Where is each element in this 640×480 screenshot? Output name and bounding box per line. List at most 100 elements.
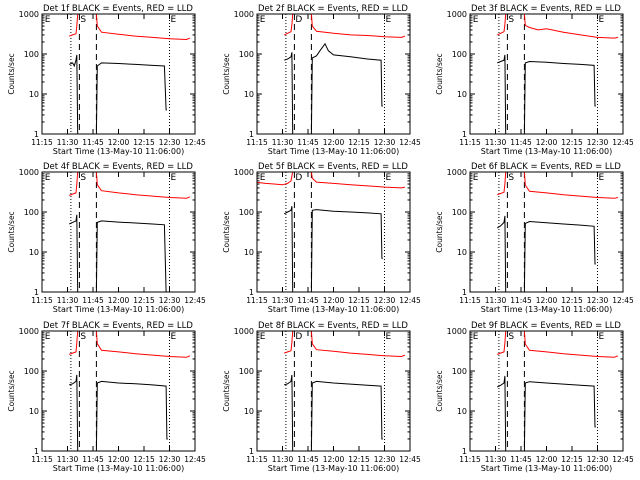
x-tick-label: 11:15 xyxy=(31,296,53,305)
series-events-line xyxy=(496,375,596,452)
series-lld-line xyxy=(284,330,406,358)
panel-title: Det 6f BLACK = Events, RED = LLD xyxy=(471,162,621,172)
x-tick-label: 11:15 xyxy=(246,296,268,305)
x-tick-label: 11:45 xyxy=(510,296,532,305)
x-tick-label: 11:30 xyxy=(57,455,79,464)
y-tick-label: 1000 xyxy=(234,168,254,177)
x-tick-label: 11:30 xyxy=(272,296,294,305)
panel-title: Det 2f BLACK = Events, RED = LLD xyxy=(258,4,408,14)
series-lld-line xyxy=(69,13,191,41)
y-tick-label: 1 xyxy=(34,288,39,297)
x-tick-label: 11:45 xyxy=(510,138,532,147)
x-axis-label: Start Time (13-May-10 11:06:00) xyxy=(481,464,612,473)
marker-label-E: E xyxy=(599,15,605,25)
plot-frame xyxy=(256,171,411,293)
x-tick-label: 12:00 xyxy=(108,455,130,464)
marker-label-E: E xyxy=(171,15,177,25)
x-tick-label: 12:45 xyxy=(184,296,206,305)
y-tick-label: 1000 xyxy=(234,10,254,19)
plot-frame xyxy=(469,330,624,452)
x-tick-label: 12:00 xyxy=(108,138,130,147)
y-axis-label: Counts/sec xyxy=(435,370,444,411)
x-tick-label: 11:30 xyxy=(57,138,79,147)
x-tick-label: 11:30 xyxy=(57,296,79,305)
marker-label-E: E xyxy=(45,173,51,183)
x-tick-label: 12:30 xyxy=(159,296,181,305)
y-axis-label: Counts/sec xyxy=(7,53,16,94)
x-tick-label: 12:15 xyxy=(561,296,583,305)
x-tick-label: 11:15 xyxy=(459,296,481,305)
panel-title: Det 5f BLACK = Events, RED = LLD xyxy=(258,162,408,172)
x-tick-label: 11:45 xyxy=(297,138,319,147)
x-tick-label: 11:45 xyxy=(510,455,532,464)
marker-label-S: S xyxy=(508,173,514,183)
y-tick-label: 1 xyxy=(249,288,254,297)
x-tick-label: 12:15 xyxy=(133,455,155,464)
y-tick-label: 100 xyxy=(239,208,254,217)
series-events-line xyxy=(497,54,596,135)
x-tick-label: 12:30 xyxy=(159,455,181,464)
y-tick-label: 1000 xyxy=(447,10,467,19)
x-tick-label: 12:45 xyxy=(612,296,634,305)
x-tick-label: 11:15 xyxy=(246,455,268,464)
y-tick-label: 100 xyxy=(452,208,467,217)
series-events-line xyxy=(68,214,167,293)
y-tick-label: 1000 xyxy=(234,327,254,336)
y-tick-label: 1000 xyxy=(447,327,467,336)
marker-label-S: S xyxy=(80,173,86,183)
y-tick-label: 10 xyxy=(244,407,254,416)
marker-label-E: E xyxy=(171,332,177,342)
marker-label-E: E xyxy=(473,15,479,25)
y-tick-label: 10 xyxy=(244,90,254,99)
x-tick-label: 12:30 xyxy=(587,296,609,305)
panel-title: Det 9f BLACK = Events, RED = LLD xyxy=(471,321,621,331)
panel-title: Det 7f BLACK = Events, RED = LLD xyxy=(43,321,193,331)
x-tick-label: 11:45 xyxy=(82,296,104,305)
x-tick-label: 12:15 xyxy=(348,455,370,464)
y-tick-label: 100 xyxy=(452,50,467,59)
x-tick-label: 12:00 xyxy=(108,296,130,305)
y-axis-label: Counts/sec xyxy=(435,53,444,94)
y-tick-label: 1000 xyxy=(19,327,39,336)
y-axis-label: Counts/sec xyxy=(222,53,231,94)
plot-frame xyxy=(256,330,411,452)
marker-label-S: S xyxy=(80,15,86,25)
marker-label-S: S xyxy=(508,15,514,25)
marker-label-E: E xyxy=(260,332,266,342)
marker-label-E: E xyxy=(171,173,177,183)
y-tick-label: 1 xyxy=(249,447,254,456)
x-tick-label: 11:30 xyxy=(485,455,507,464)
marker-label-E: E xyxy=(473,173,479,183)
y-tick-label: 10 xyxy=(457,90,467,99)
marker-label-E: E xyxy=(386,15,392,25)
x-tick-label: 12:30 xyxy=(587,455,609,464)
marker-label-S: S xyxy=(80,332,86,342)
x-tick-label: 12:45 xyxy=(612,138,634,147)
x-tick-label: 11:15 xyxy=(246,138,268,147)
x-tick-label: 12:30 xyxy=(374,296,396,305)
panel-title: Det 3f BLACK = Events, RED = LLD xyxy=(471,4,621,14)
series-events-line xyxy=(69,374,168,452)
x-tick-label: 12:30 xyxy=(374,455,396,464)
y-tick-label: 1 xyxy=(34,130,39,139)
y-axis-label: Counts/sec xyxy=(222,211,231,252)
x-tick-label: 12:30 xyxy=(159,138,181,147)
x-tick-label: 12:15 xyxy=(561,455,583,464)
marker-label-S: S xyxy=(508,332,514,342)
y-tick-label: 1 xyxy=(462,288,467,297)
plot-frame xyxy=(41,330,196,452)
x-tick-label: 11:45 xyxy=(82,138,104,147)
x-tick-label: 12:45 xyxy=(184,138,206,147)
y-tick-label: 1 xyxy=(462,447,467,456)
marker-label-E: E xyxy=(386,173,392,183)
x-tick-label: 12:15 xyxy=(348,138,370,147)
x-tick-label: 12:00 xyxy=(536,455,558,464)
marker-label-D: D xyxy=(295,15,302,25)
series-lld-line xyxy=(283,13,406,38)
